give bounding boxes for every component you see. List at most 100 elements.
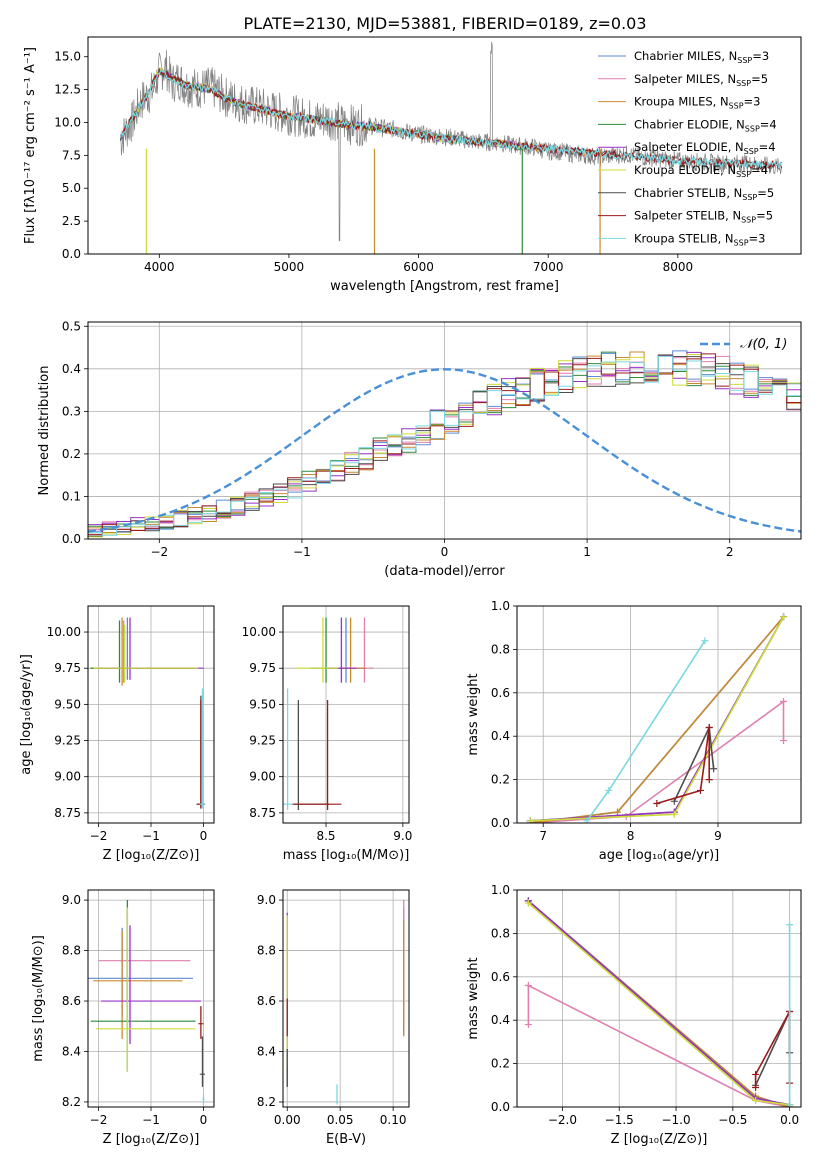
y-tick-label: 8.4 xyxy=(257,1044,276,1058)
x-tick-label: 0.05 xyxy=(327,1113,354,1127)
x-tick-label: 0.0 xyxy=(780,1113,799,1127)
x-axis-label: (data-model)/error xyxy=(384,564,505,579)
x-axis-label: mass [log₁₀(M/M⊙)] xyxy=(283,848,410,863)
mass-weight-line xyxy=(527,900,790,1107)
y-tick-label: 1.0 xyxy=(491,883,510,897)
axes-frame xyxy=(282,889,410,1108)
legend: Chabrier MILES, NSSP=3 Salpeter MILES, NS… xyxy=(598,49,777,247)
x-tick-label: 0.10 xyxy=(380,1113,407,1127)
x-tick-label: −2 xyxy=(90,829,108,843)
mass-weight-marker xyxy=(697,786,705,794)
y-tick-label: 0.4 xyxy=(62,362,81,376)
y-tick-label: 8.75 xyxy=(54,806,81,820)
mass-weight-marker xyxy=(705,776,713,784)
x-axis-label: Z [log₁₀(Z/Z⊙)] xyxy=(103,1132,200,1147)
y-tick-label: 0.4 xyxy=(491,1013,510,1027)
axes-frame xyxy=(87,36,802,255)
mass-weight-marker xyxy=(605,786,613,794)
y-tick-label: 0.1 xyxy=(62,489,81,503)
legend-entry: Salpeter MILES, NSSP=5 xyxy=(634,72,768,88)
x-tick-label: −0.5 xyxy=(718,1113,747,1127)
x-tick-label: −2.0 xyxy=(548,1113,577,1127)
mass-weight-vs-metallicity-panel: −2.0 −1.5 −1.0 −0.5 0.0 0.0 0.2 0.4 0.6 0.8 1.0 Z [… xyxy=(466,883,802,1147)
normal-curve-line xyxy=(88,368,801,533)
y-tick-label: 1.0 xyxy=(491,599,510,613)
y-tick-label: 9.00 xyxy=(249,770,276,784)
x-tick-label: 8000 xyxy=(663,260,694,274)
mass-weight-marker xyxy=(786,1101,794,1107)
x-tick-label: −1 xyxy=(293,545,311,559)
mass-weight-marker xyxy=(524,899,532,907)
x-tick-label: −2 xyxy=(150,545,168,559)
y-tick-label: 0.6 xyxy=(491,970,510,984)
axes-frame xyxy=(87,889,215,1108)
y-tick-label: 10.00 xyxy=(47,625,81,639)
mass-weight-line xyxy=(656,727,711,805)
mass-weight-line xyxy=(530,616,785,822)
y-tick-label: 7.5 xyxy=(62,148,81,162)
mass-weight-marker xyxy=(701,637,709,645)
y-tick-label: 0.4 xyxy=(491,729,510,743)
y-axis-label: Flux [fλ10⁻¹⁷ erg cm⁻² s⁻¹ A⁻¹] xyxy=(23,47,38,244)
y-tick-label: 8.6 xyxy=(62,994,81,1008)
x-tick-label: 5000 xyxy=(274,260,305,274)
plot-area xyxy=(88,350,801,538)
mass-weight-marker xyxy=(752,1083,760,1091)
mass-weight-marker xyxy=(670,810,678,818)
y-tick-label: 0.2 xyxy=(62,447,81,461)
x-tick-label: 1 xyxy=(583,545,591,559)
x-axis-label: Z [log₁₀(Z/Z⊙)] xyxy=(611,1132,708,1147)
plot-area xyxy=(526,613,788,823)
y-tick-label: 8.2 xyxy=(62,1095,81,1109)
mass-weight-line xyxy=(530,616,785,822)
mass-weight-marker xyxy=(786,921,794,929)
y-tick-label: 5.0 xyxy=(62,181,81,195)
y-tick-label: 8.8 xyxy=(62,944,81,958)
y-axis-label: Normed distribution xyxy=(37,366,52,496)
mass-weight-marker xyxy=(613,808,621,816)
mass-weight-marker xyxy=(583,817,591,823)
y-tick-label: 8.8 xyxy=(257,944,276,958)
axes-frame xyxy=(87,321,802,540)
mass-weight-line xyxy=(527,900,790,1107)
y-axis-label: mass weight xyxy=(466,957,481,1039)
spectrum-panel: 4000 5000 6000 7000 8000 0.0 2.5 5.0 7.5 10.0 12.5… xyxy=(23,36,802,294)
y-tick-label: 8.2 xyxy=(257,1095,276,1109)
axes-frame xyxy=(516,889,802,1108)
y-tick-label: 0.8 xyxy=(491,926,510,940)
y-tick-label: 0.5 xyxy=(62,319,81,333)
x-tick-label: 9.0 xyxy=(393,829,412,843)
mass-weight-line xyxy=(530,616,785,822)
mass-weight-marker xyxy=(526,817,534,823)
y-tick-label: 0.3 xyxy=(62,404,81,418)
x-axis-label: age [log₁₀(age/yr)] xyxy=(599,848,720,863)
y-tick-label: 9.0 xyxy=(62,893,81,907)
y-tick-label: 9.75 xyxy=(54,661,81,675)
y-tick-label: 15.0 xyxy=(54,50,81,64)
x-tick-label: 8 xyxy=(627,829,635,843)
y-tick-label: 0.0 xyxy=(62,532,81,546)
figure-title: PLATE=2130, MJD=53881, FIBERID=0189, z=0… xyxy=(243,14,646,33)
legend-entry: Chabrier MILES, NSSP=3 xyxy=(634,49,769,65)
y-tick-label: 9.50 xyxy=(54,697,81,711)
x-tick-label: −1.0 xyxy=(661,1113,690,1127)
y-tick-label: 0.2 xyxy=(491,1057,510,1071)
y-tick-label: 8.4 xyxy=(62,1044,81,1058)
x-tick-label: −1 xyxy=(142,1113,160,1127)
mass-weight-line xyxy=(527,900,790,1106)
plot-area xyxy=(90,617,206,809)
x-tick-label: 7 xyxy=(539,829,547,843)
mass-weight-line xyxy=(527,984,790,1107)
y-axis-label: mass [log₁₀(M/M⊙)] xyxy=(31,935,46,1062)
mass-vs-metallicity-panel: −2 −1 0 8.2 8.4 8.6 8.8 9.0 Z [log₁₀(Z/Z⊙)] mass … xyxy=(31,889,215,1147)
y-tick-label: 0.8 xyxy=(491,642,510,656)
mass-weight-marker xyxy=(780,737,788,745)
x-tick-label: 0 xyxy=(200,1113,208,1127)
x-tick-label: −1.5 xyxy=(605,1113,634,1127)
y-tick-label: 9.0 xyxy=(257,893,276,907)
y-tick-label: 9.25 xyxy=(54,734,81,748)
mass-weight-line xyxy=(527,900,790,1106)
mass-weight-marker xyxy=(752,1070,760,1078)
plot-area xyxy=(88,900,206,1105)
